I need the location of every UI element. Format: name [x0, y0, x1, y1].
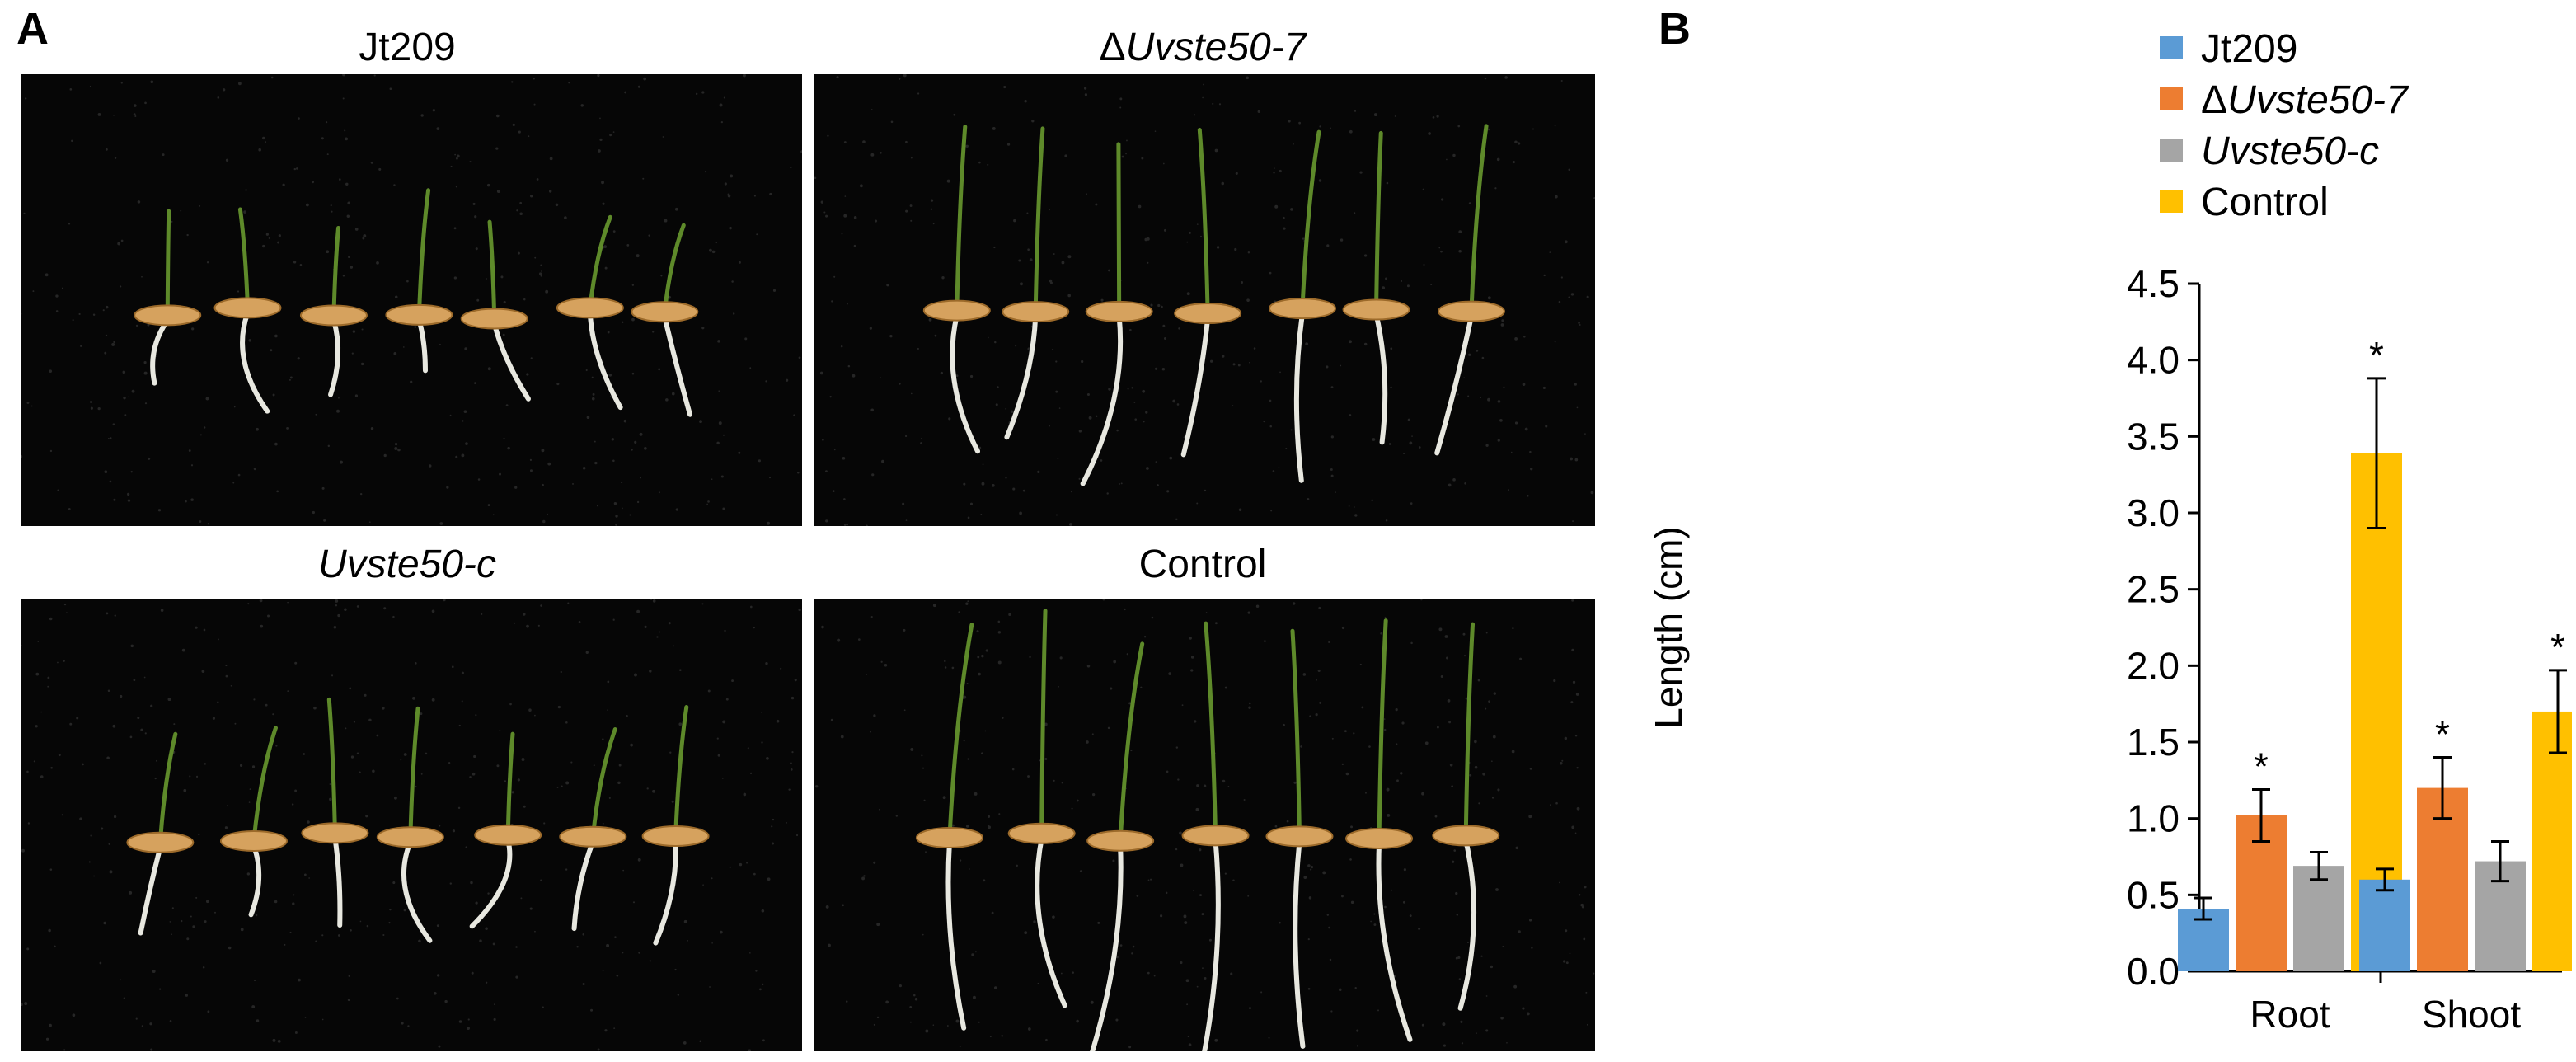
bar	[2532, 711, 2572, 971]
legend-label: Control	[2201, 181, 2329, 224]
legend-swatch	[2160, 36, 2183, 59]
photo-title-uvste50-7: ΔUvste50-7	[812, 25, 1593, 70]
y-tick-label: 2.0	[2127, 644, 2180, 687]
legend-swatch	[2160, 190, 2183, 213]
bar-chart: 0.0 0.5 1.0 1.5 2.0 2.5 3.0 3.5 4.0 4.5 Length (cm…	[1647, 27, 2572, 1036]
photo-control-image	[815, 599, 1595, 1051]
photo-title-uvste50-7-italic: Uvste50-7	[1125, 26, 1307, 69]
significance-marker: *	[2435, 713, 2450, 756]
y-tick-label: 1.0	[2127, 797, 2180, 840]
legend-swatch	[2160, 87, 2183, 110]
y-tick-label: 3.5	[2127, 415, 2180, 458]
photo-title-jt209-text: Jt209	[359, 26, 456, 69]
photo-title-control: Control	[812, 542, 1593, 587]
bar	[2293, 866, 2344, 971]
y-tick-label: 1.5	[2127, 721, 2180, 764]
photo-jt209-image	[21, 74, 802, 526]
photo-title-uvste50-c: Uvste50-c	[16, 542, 798, 587]
y-tick-label: 0.5	[2127, 873, 2180, 916]
photo-uvste50-7-image	[814, 74, 1595, 526]
y-tick-label: 2.5	[2127, 568, 2180, 611]
x-category-label: Shoot	[2422, 993, 2521, 1036]
bar	[2359, 879, 2410, 971]
photo-uvste50-c	[21, 599, 802, 1051]
photo-title-jt209: Jt209	[16, 25, 798, 70]
y-tick-label: 4.5	[2127, 262, 2180, 305]
panel-a-label: A	[16, 4, 49, 54]
photo-uvste50-7	[814, 74, 1595, 526]
photo-title-uvste50-7-prefix: Δ	[1099, 26, 1126, 69]
significance-marker: *	[2254, 745, 2269, 787]
y-axis-label: Length (cm)	[1647, 526, 1690, 728]
y-tick-label: 4.0	[2127, 339, 2180, 382]
panel-b-label: B	[1659, 4, 1691, 54]
significance-marker: *	[2550, 626, 2565, 669]
legend-label: Jt209	[2201, 27, 2297, 71]
y-tick-label: 3.0	[2127, 491, 2180, 534]
legend-swatch	[2160, 139, 2183, 162]
photo-title-uvste50-c-italic: Uvste50-c	[317, 543, 497, 586]
photo-uvste50-c-image	[21, 599, 801, 1051]
photo-jt209	[21, 74, 802, 526]
x-category-label: Root	[2250, 993, 2330, 1036]
photo-control	[814, 599, 1595, 1051]
significance-marker: *	[2369, 334, 2384, 377]
photo-title-control-text: Control	[1138, 543, 1267, 586]
y-tick-label: 0.0	[2127, 950, 2180, 993]
legend-label: Uvste50-c	[2201, 129, 2379, 173]
legend-label: ΔUvste50-7	[2201, 78, 2409, 122]
